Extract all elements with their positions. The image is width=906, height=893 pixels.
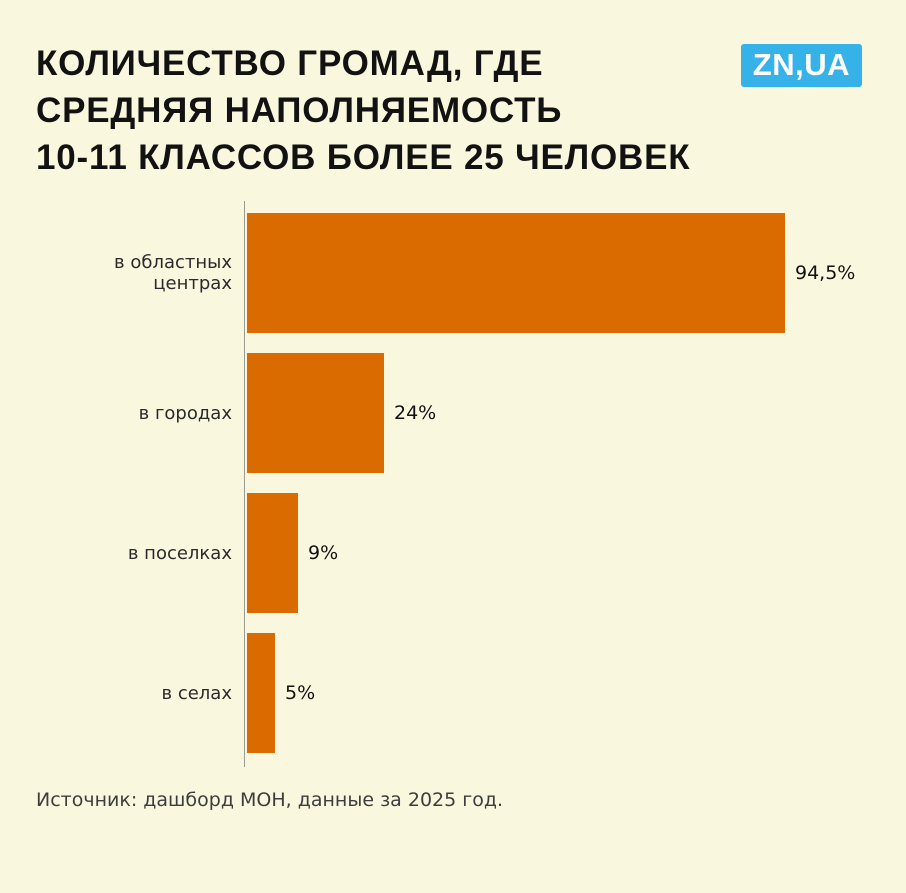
bar-area: 9% <box>247 493 870 613</box>
bar <box>247 493 298 613</box>
chart-title: КОЛИЧЕСТВО ГРОМАД, ГДЕ СРЕДНЯЯ НАПОЛНЯЕМ… <box>36 40 736 181</box>
y-axis-line <box>244 201 245 767</box>
value-label: 9% <box>308 542 339 564</box>
title-line-1: КОЛИЧЕСТВО ГРОМАД, ГДЕ <box>36 44 544 83</box>
chart-row: в городах 24% <box>36 353 870 473</box>
bar-area: 5% <box>247 633 870 753</box>
category-label: в городах <box>138 402 232 424</box>
chart-row: в поселках 9% <box>36 493 870 613</box>
infographic: КОЛИЧЕСТВО ГРОМАД, ГДЕ СРЕДНЯЯ НАПОЛНЯЕМ… <box>36 40 870 811</box>
value-label: 94,5% <box>795 262 856 284</box>
chart-row: в областных центрах 94,5% <box>36 213 870 333</box>
category-label: в поселках <box>127 542 232 564</box>
category-label: в селах <box>161 682 233 704</box>
bar <box>247 353 384 473</box>
title-line-3: 10-11 КЛАССОВ БОЛЕЕ 25 ЧЕЛОВЕК <box>36 138 691 177</box>
value-label: 5% <box>285 682 316 704</box>
bar-area: 24% <box>247 353 870 473</box>
bar-area: 94,5% <box>247 213 870 333</box>
value-label: 24% <box>394 402 437 424</box>
bar-chart: в областных центрах 94,5% в городах 24% в по… <box>36 201 870 767</box>
source-note: Источник: дашборд МОН, данные за 2025 го… <box>36 789 504 811</box>
znua-logo-text: ZN,UA <box>752 47 850 82</box>
bar <box>247 633 275 753</box>
category-label: в областных центрах <box>114 252 232 294</box>
chart-rows: в областных центрах 94,5% в городах 24% в по… <box>36 213 870 753</box>
chart-row: в селах 5% <box>36 633 870 753</box>
header: КОЛИЧЕСТВО ГРОМАД, ГДЕ СРЕДНЯЯ НАПОЛНЯЕМ… <box>36 40 870 181</box>
bar <box>247 213 785 333</box>
title-line-2: СРЕДНЯЯ НАПОЛНЯЕМОСТЬ <box>36 91 563 130</box>
znua-logo: ZN,UA <box>740 44 862 87</box>
